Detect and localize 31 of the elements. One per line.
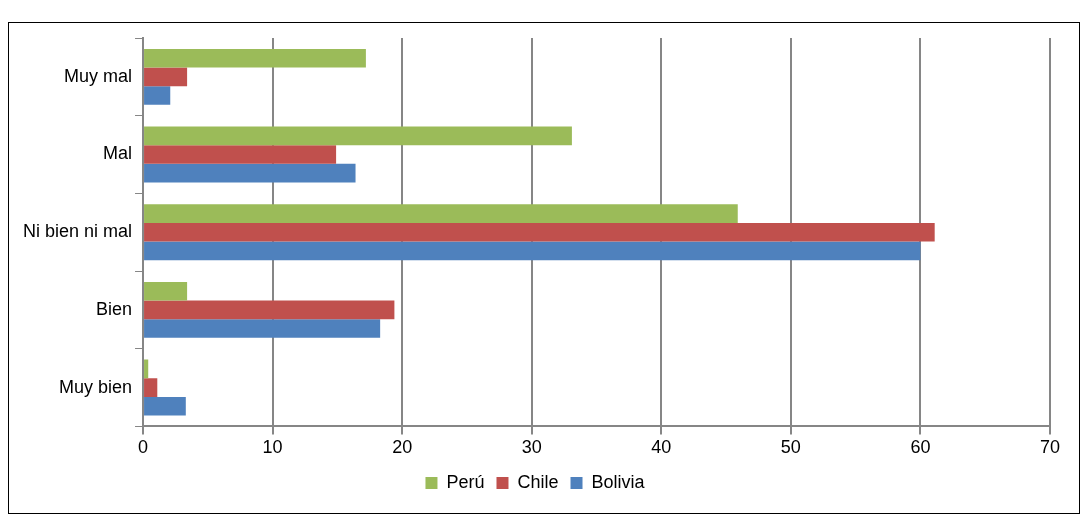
x-tick-label: 60 xyxy=(910,437,931,458)
bar xyxy=(144,126,572,146)
x-tick-label: 0 xyxy=(138,437,149,458)
x-tick-label: 20 xyxy=(392,437,413,458)
x-tick-label: 10 xyxy=(262,437,283,458)
legend-label: Chile xyxy=(517,471,559,492)
bar xyxy=(144,222,935,242)
bar xyxy=(144,204,738,223)
y-tick-label: Muy bien xyxy=(59,376,133,397)
bar xyxy=(144,300,395,320)
bar xyxy=(144,67,188,87)
x-tick-label: 40 xyxy=(651,437,672,458)
legend-label: Bolivia xyxy=(591,471,646,492)
bar xyxy=(144,396,186,416)
bar xyxy=(144,48,366,68)
x-tick-label: 30 xyxy=(521,437,542,458)
bar xyxy=(144,319,381,338)
y-tick-label: Ni bien ni mal xyxy=(23,221,133,242)
bar xyxy=(144,378,158,397)
y-tick-label: Muy mal xyxy=(64,65,133,86)
bar xyxy=(144,86,171,105)
legend-label: Perú xyxy=(446,471,485,492)
bar xyxy=(144,163,356,183)
bar xyxy=(144,145,337,164)
y-tick-label: Bien xyxy=(96,298,133,319)
bar xyxy=(144,359,149,379)
x-tick-label: 50 xyxy=(780,437,801,458)
y-tick-label: Mal xyxy=(103,143,133,164)
x-tick-label: 70 xyxy=(1039,437,1061,458)
bar xyxy=(144,241,921,261)
bar xyxy=(144,281,188,301)
